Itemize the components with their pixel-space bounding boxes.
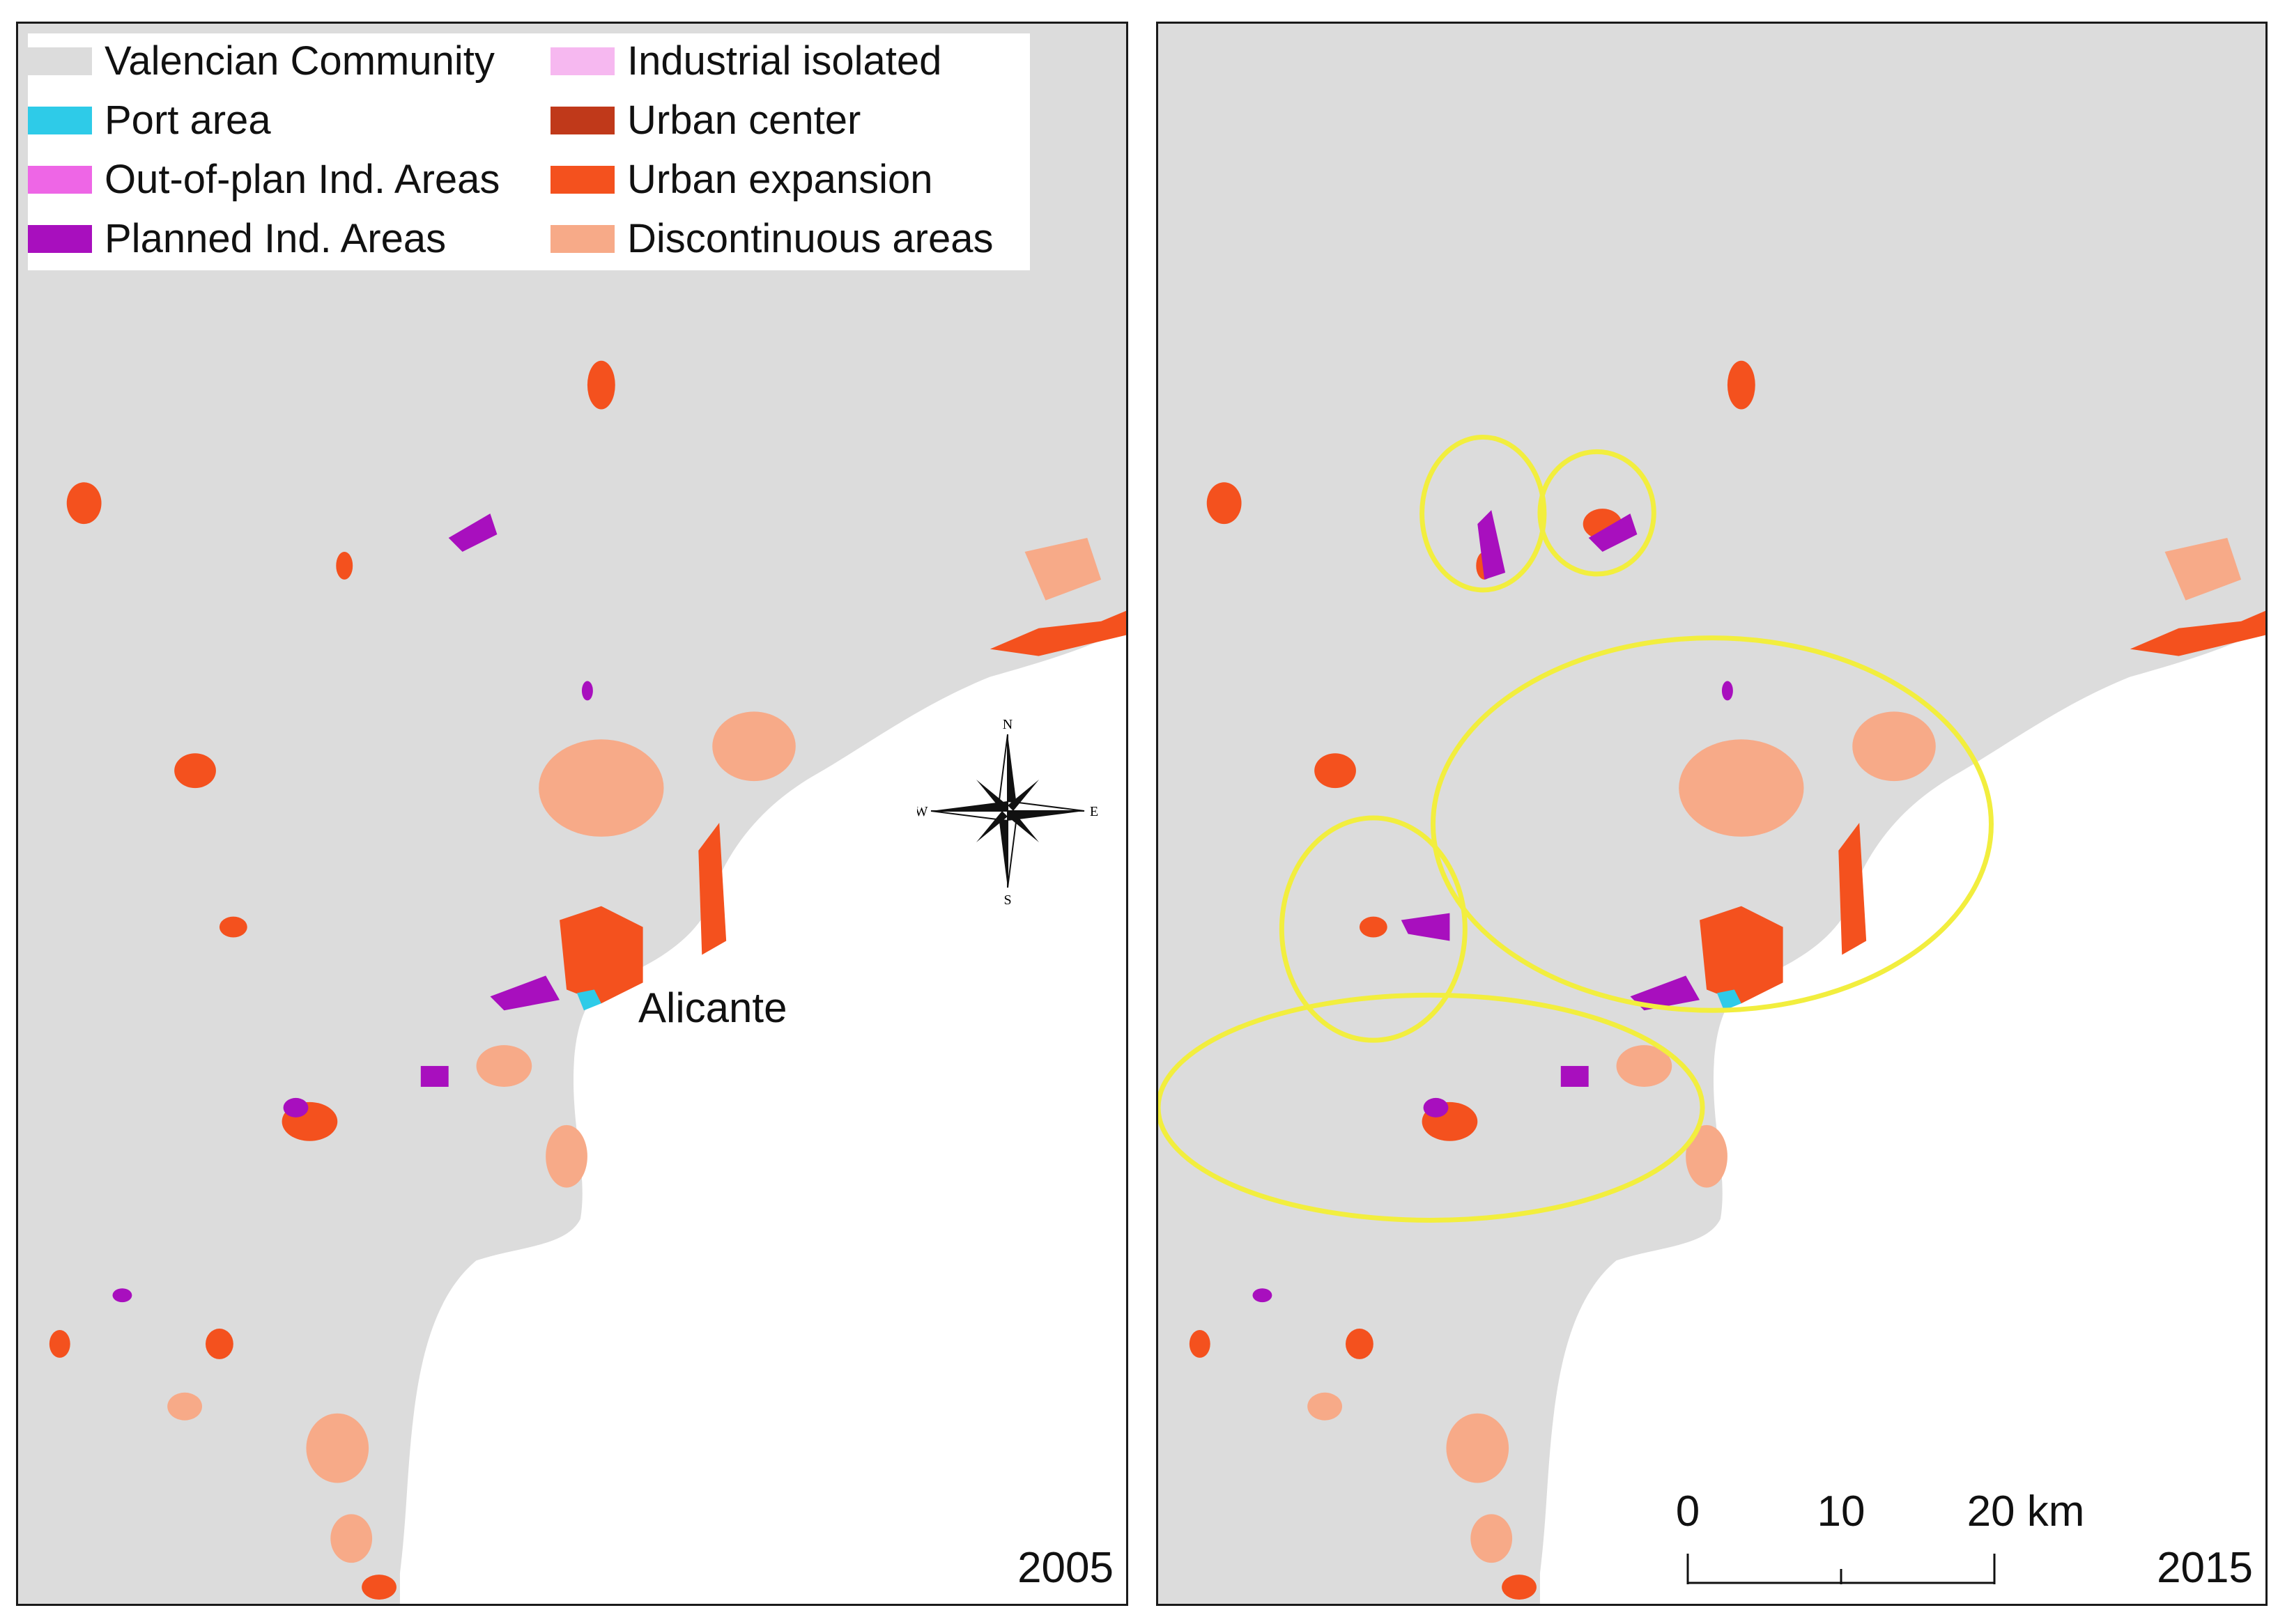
- legend-swatch: [551, 225, 615, 253]
- legend-item-industrial-isolated: Industrial isolated: [551, 33, 941, 89]
- legend-label: Planned Ind. Areas: [105, 216, 447, 261]
- legend-swatch: [551, 47, 615, 75]
- compass-north-label: N: [1003, 717, 1013, 732]
- planned-industrial-patches: [112, 513, 593, 1303]
- legend-item-urban-center: Urban center: [551, 93, 861, 148]
- year-label-2005: 2005: [1017, 1544, 1114, 1592]
- highlight-ellipse-1: [1419, 434, 1547, 593]
- highlight-ellipse-2: [1537, 449, 1656, 577]
- year-label-2015: 2015: [2157, 1544, 2253, 1592]
- scale-tick-label-20: 20 km: [1967, 1487, 2085, 1536]
- compass-east-label: E: [1090, 804, 1098, 819]
- legend-label: Urban expansion: [627, 157, 933, 202]
- land-use-map-2005: [18, 24, 1126, 1604]
- highlight-ellipse-5: [1158, 992, 1705, 1223]
- legend-label: Urban center: [627, 98, 861, 143]
- city-label-alicante: Alicante: [638, 984, 787, 1031]
- urban-expansion-patches: [49, 360, 1126, 1600]
- discontinuous-areas-patches: [167, 538, 1102, 1563]
- legend-swatch: [28, 47, 92, 75]
- legend-swatch: [28, 107, 92, 134]
- legend-item-urban-expansion: Urban expansion: [551, 152, 933, 208]
- map-panel-2015: 0 10 20 km 2015: [1156, 22, 2268, 1606]
- legend-swatch: [551, 107, 615, 134]
- legend-item-planned-ind-areas: Planned Ind. Areas: [28, 211, 446, 267]
- legend-label: Industrial isolated: [627, 38, 942, 84]
- legend-label: Discontinuous areas: [627, 216, 994, 261]
- legend-label: Valencian Community: [105, 38, 495, 84]
- scale-tick-label-10: 10: [1817, 1487, 1865, 1536]
- compass-south-label: S: [1003, 892, 1011, 908]
- planned-industrial-patches: [1252, 510, 1733, 1303]
- land-use-map-2015: [1158, 24, 2265, 1604]
- legend-swatch: [551, 166, 615, 194]
- highlight-ellipses: [1158, 434, 1994, 1223]
- scale-bar-line: [1686, 1554, 1996, 1584]
- port-area: [1716, 989, 1741, 1011]
- legend-item-valencian-community: Valencian Community: [28, 33, 495, 89]
- urban-expansion-patches: [1189, 360, 2265, 1600]
- scale-bar: 0 10 20 km: [1674, 1487, 2084, 1598]
- compass-west-label: W: [917, 804, 928, 819]
- highlight-ellipse-3: [1431, 635, 1994, 1013]
- scale-tick-label-0: 0: [1675, 1487, 1700, 1536]
- legend-item-port-area: Port area: [28, 93, 271, 148]
- legend-swatch: [28, 166, 92, 194]
- port-area: [576, 989, 601, 1011]
- map-panel-2005: Valencian Community Port area Out-of-pla…: [16, 22, 1128, 1606]
- legend-swatch: [28, 225, 92, 253]
- discontinuous-areas-patches: [1307, 538, 2242, 1563]
- legend-label: Port area: [105, 98, 271, 143]
- map-legend: Valencian Community Port area Out-of-pla…: [28, 33, 1030, 270]
- highlight-ellipse-4: [1279, 815, 1468, 1043]
- legend-item-out-of-plan-ind-areas: Out-of-plan Ind. Areas: [28, 152, 500, 208]
- legend-label: Out-of-plan Ind. Areas: [105, 157, 500, 202]
- north-arrow-compass-icon: N S E W: [915, 706, 1099, 915]
- legend-item-discontinuous-areas: Discontinuous areas: [551, 211, 994, 267]
